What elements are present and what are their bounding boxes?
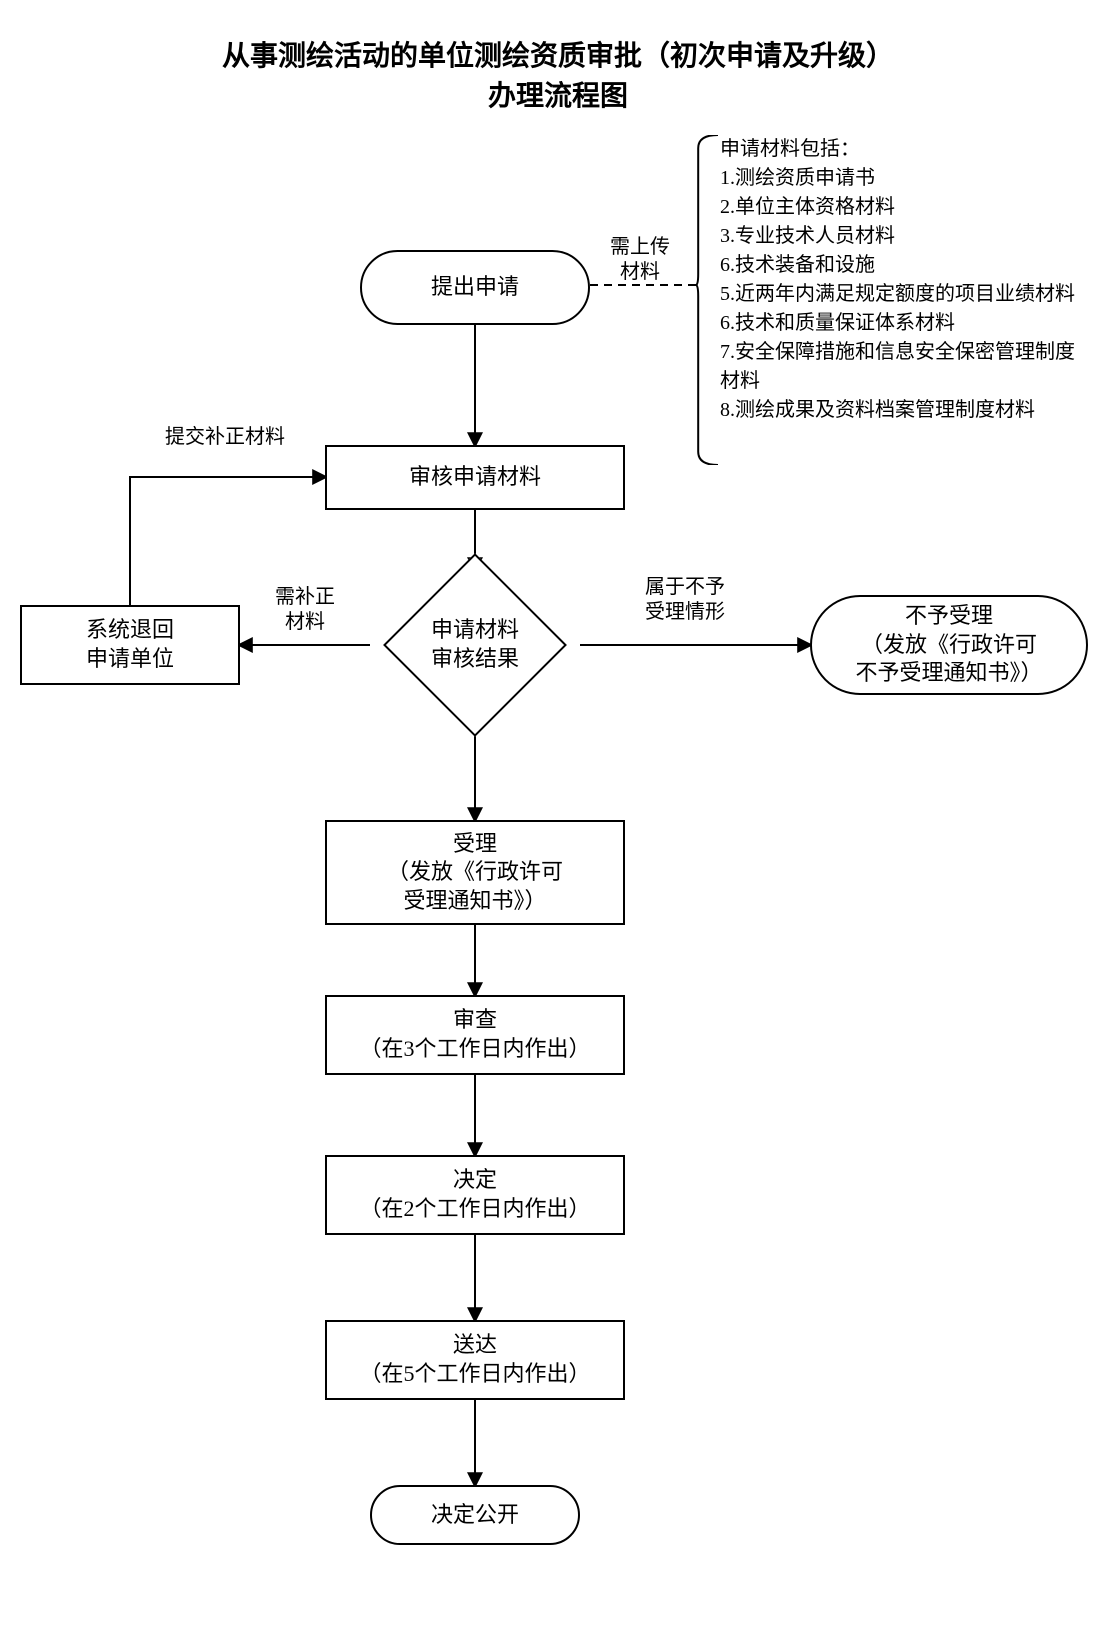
node-publish-text: 决定公开 (431, 1501, 519, 1530)
label-resubmit: 提交补正材料 (165, 425, 285, 450)
node-start-text: 提出申请 (431, 273, 519, 302)
title-line2: 办理流程图 (0, 74, 1116, 114)
node-deliver-text: 送达（在5个工作日内作出） (359, 1331, 590, 1388)
node-deliver: 送达（在5个工作日内作出） (325, 1320, 625, 1400)
node-accept-text: 受理（发放《行政许可受理通知书》） (387, 830, 563, 916)
materials-list: 申请材料包括：1.测绘资质申请书2.单位主体资格材料3.专业技术人员材料6.技术… (720, 135, 1080, 425)
flowchart-stage: 从事测绘活动的单位测绘资质审批（初次申请及升级） 办理流程图 提出申请 审核申请… (0, 0, 1116, 1637)
brace-icon (696, 135, 718, 465)
node-decide: 决定（在2个工作日内作出） (325, 1155, 625, 1235)
node-review-text: 审核申请材料 (409, 463, 541, 492)
node-reject-text: 不予受理（发放《行政许可不予受理通知书》） (855, 602, 1042, 688)
node-start: 提出申请 (360, 250, 590, 325)
node-examine: 审查（在3个工作日内作出） (325, 995, 625, 1075)
node-accept: 受理（发放《行政许可受理通知书》） (325, 820, 625, 925)
label-need-fix: 需补正材料 (275, 585, 335, 635)
node-reject: 不予受理（发放《行政许可不予受理通知书》） (810, 595, 1088, 695)
node-decide-text: 决定（在2个工作日内作出） (359, 1166, 590, 1223)
node-return: 系统退回申请单位 (20, 605, 240, 685)
node-return-text: 系统退回申请单位 (86, 616, 174, 673)
title-line1: 从事测绘活动的单位测绘资质审批（初次申请及升级） (0, 34, 1116, 74)
node-review: 审核申请材料 (325, 445, 625, 510)
node-decision-text: 申请材料审核结果 (370, 570, 580, 720)
label-reject-case: 属于不予受理情形 (645, 575, 725, 625)
node-decision: 申请材料审核结果 (370, 570, 580, 720)
label-upload: 需上传材料 (610, 235, 670, 285)
node-examine-text: 审查（在3个工作日内作出） (359, 1006, 590, 1063)
node-publish: 决定公开 (370, 1485, 580, 1545)
